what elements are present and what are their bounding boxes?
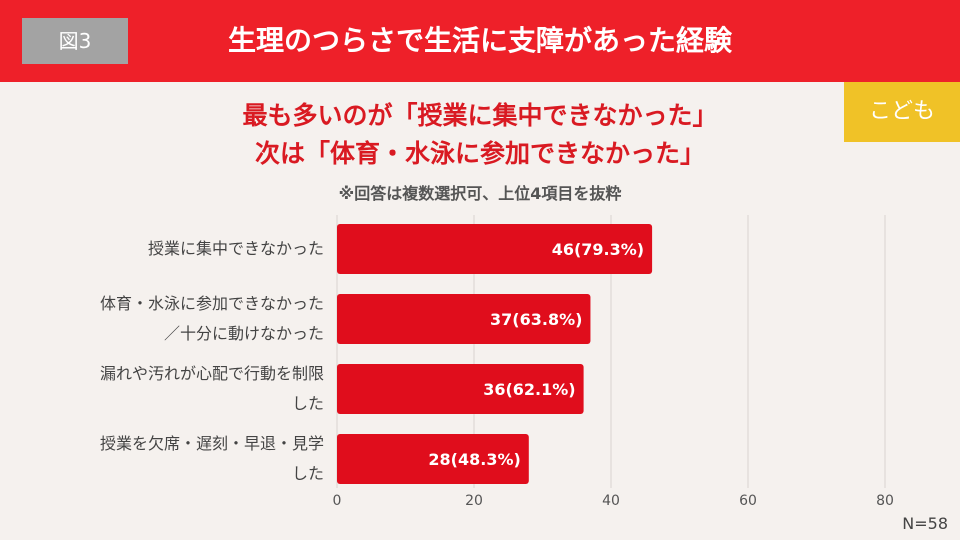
- sample-size: N=58: [902, 514, 948, 533]
- category-badge: こども: [844, 82, 960, 142]
- bar-3: [337, 364, 584, 414]
- category-label-line: 漏れや汚れが心配で行動を制限: [99, 364, 324, 383]
- category-label-line: 体育・水泳に参加できなかった: [99, 294, 324, 313]
- headline-line2: 次は「体育・水泳に参加できなかった」: [254, 139, 705, 168]
- category-label-line: 授業に集中できなかった: [147, 239, 324, 258]
- bar-value-label: 46(79.3%): [552, 240, 644, 259]
- x-tick-label: 60: [739, 493, 757, 509]
- category-label: 授業に集中できなかった: [20, 234, 324, 264]
- x-tick-label: 0: [333, 493, 342, 509]
- bar-value-label: 28(48.3%): [428, 450, 520, 469]
- category-label-line: 授業を欠席・遅刻・早退・見学: [99, 434, 324, 453]
- x-tick-label: 40: [602, 493, 620, 509]
- bar-1: [337, 224, 653, 274]
- figure-label: 図3: [22, 18, 128, 64]
- category-label: 体育・水泳に参加できなかった ／十分に動けなかった: [20, 289, 324, 349]
- bar-2: [337, 294, 591, 344]
- page-title: 生理のつらさで生活に支障があった経験: [227, 24, 732, 57]
- category-label-line: ／十分に動けなかった: [163, 324, 324, 343]
- chart-note: ※回答は複数選択可、上位4項目を抜粋: [338, 184, 622, 203]
- headline-line1: 最も多いのが「授業に集中できなかった」: [242, 101, 718, 130]
- bar-value-label: 36(62.1%): [483, 380, 575, 399]
- bar-4: [337, 434, 529, 484]
- category-label: 授業を欠席・遅刻・早退・見学した: [20, 429, 324, 489]
- category-label-line: した: [291, 394, 324, 413]
- category-label: 漏れや汚れが心配で行動を制限した: [20, 359, 324, 419]
- header-bar: 図3 生理のつらさで生活に支障があった経験: [0, 0, 960, 82]
- x-tick-label: 80: [876, 493, 894, 509]
- bar-value-label: 37(63.8%): [490, 310, 582, 329]
- x-tick-label: 20: [465, 493, 483, 509]
- category-label-line: した: [291, 464, 324, 483]
